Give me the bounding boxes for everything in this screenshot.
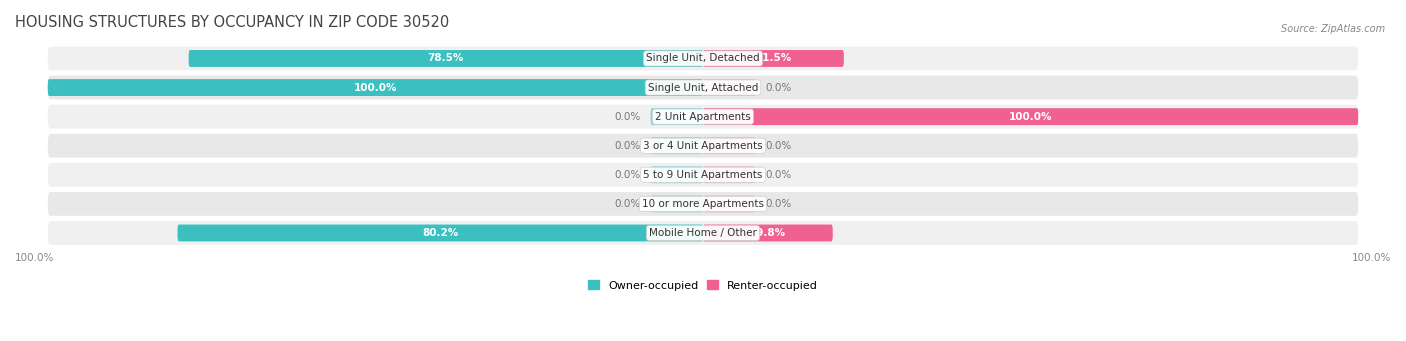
FancyBboxPatch shape	[651, 108, 703, 125]
FancyBboxPatch shape	[703, 50, 844, 67]
Text: 10 or more Apartments: 10 or more Apartments	[643, 199, 763, 209]
FancyBboxPatch shape	[651, 166, 703, 183]
FancyBboxPatch shape	[48, 46, 1358, 70]
Text: 100.0%: 100.0%	[15, 253, 55, 263]
Text: 0.0%: 0.0%	[765, 170, 792, 180]
FancyBboxPatch shape	[48, 134, 1358, 158]
Text: 0.0%: 0.0%	[765, 141, 792, 151]
FancyBboxPatch shape	[48, 192, 1358, 216]
Text: Single Unit, Detached: Single Unit, Detached	[647, 54, 759, 63]
Text: 3 or 4 Unit Apartments: 3 or 4 Unit Apartments	[643, 141, 763, 151]
Text: 0.0%: 0.0%	[614, 170, 641, 180]
Text: Single Unit, Attached: Single Unit, Attached	[648, 83, 758, 92]
Text: 21.5%: 21.5%	[755, 54, 792, 63]
FancyBboxPatch shape	[703, 108, 1358, 125]
FancyBboxPatch shape	[703, 195, 755, 212]
Text: 100.0%: 100.0%	[1010, 112, 1052, 122]
Text: HOUSING STRUCTURES BY OCCUPANCY IN ZIP CODE 30520: HOUSING STRUCTURES BY OCCUPANCY IN ZIP C…	[15, 15, 450, 30]
Text: Source: ZipAtlas.com: Source: ZipAtlas.com	[1281, 24, 1385, 34]
FancyBboxPatch shape	[703, 137, 755, 154]
Text: 100.0%: 100.0%	[354, 83, 396, 92]
Text: 0.0%: 0.0%	[614, 112, 641, 122]
Text: 2 Unit Apartments: 2 Unit Apartments	[655, 112, 751, 122]
FancyBboxPatch shape	[48, 221, 1358, 245]
Text: 100.0%: 100.0%	[1351, 253, 1391, 263]
Text: 78.5%: 78.5%	[427, 54, 464, 63]
Text: 19.8%: 19.8%	[749, 228, 786, 238]
FancyBboxPatch shape	[48, 79, 703, 96]
FancyBboxPatch shape	[651, 137, 703, 154]
Text: 0.0%: 0.0%	[765, 83, 792, 92]
FancyBboxPatch shape	[651, 195, 703, 212]
FancyBboxPatch shape	[48, 76, 1358, 100]
FancyBboxPatch shape	[48, 163, 1358, 187]
Text: Mobile Home / Other: Mobile Home / Other	[650, 228, 756, 238]
FancyBboxPatch shape	[48, 105, 1358, 129]
Text: 0.0%: 0.0%	[765, 199, 792, 209]
FancyBboxPatch shape	[703, 79, 755, 96]
Text: 0.0%: 0.0%	[614, 199, 641, 209]
Text: 5 to 9 Unit Apartments: 5 to 9 Unit Apartments	[644, 170, 762, 180]
FancyBboxPatch shape	[703, 166, 755, 183]
FancyBboxPatch shape	[703, 224, 832, 241]
Legend: Owner-occupied, Renter-occupied: Owner-occupied, Renter-occupied	[583, 276, 823, 295]
Text: 80.2%: 80.2%	[422, 228, 458, 238]
FancyBboxPatch shape	[188, 50, 703, 67]
FancyBboxPatch shape	[177, 224, 703, 241]
Text: 0.0%: 0.0%	[614, 141, 641, 151]
